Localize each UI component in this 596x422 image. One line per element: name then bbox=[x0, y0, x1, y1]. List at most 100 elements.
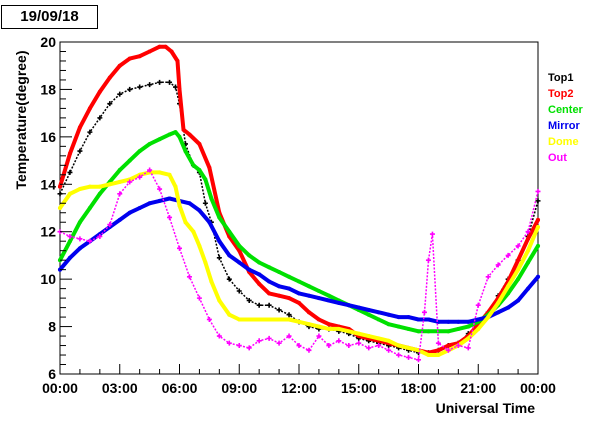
data-point bbox=[476, 326, 481, 331]
data-point bbox=[426, 317, 431, 322]
data-point bbox=[536, 217, 540, 222]
data-point bbox=[516, 267, 521, 272]
x-tick-label: 00:00 bbox=[42, 380, 78, 396]
y-tick-label: 14 bbox=[40, 176, 56, 192]
data-point bbox=[366, 312, 371, 317]
data-point bbox=[157, 186, 163, 192]
data-point bbox=[77, 236, 83, 242]
data-point bbox=[167, 214, 173, 220]
data-point bbox=[456, 326, 461, 331]
data-point bbox=[429, 231, 435, 237]
data-point bbox=[267, 291, 272, 296]
data-point bbox=[236, 288, 242, 294]
data-point bbox=[217, 298, 222, 303]
data-point bbox=[505, 252, 511, 258]
data-point bbox=[406, 345, 411, 350]
data-point bbox=[476, 317, 481, 322]
data-point bbox=[306, 322, 311, 327]
data-point bbox=[173, 84, 179, 90]
data-point bbox=[257, 317, 262, 322]
data-point bbox=[97, 115, 103, 121]
data-point bbox=[107, 222, 113, 228]
data-point bbox=[58, 206, 62, 210]
data-point bbox=[516, 277, 521, 282]
data-point bbox=[175, 58, 180, 63]
series-mirror bbox=[58, 196, 540, 324]
series-layer bbox=[57, 44, 541, 363]
data-point bbox=[485, 274, 491, 280]
data-point bbox=[466, 319, 471, 324]
data-point bbox=[475, 302, 481, 308]
data-point bbox=[287, 296, 292, 301]
data-point bbox=[336, 300, 341, 305]
data-point bbox=[67, 233, 73, 239]
data-point bbox=[257, 281, 262, 286]
legend-entry-center: Center bbox=[548, 104, 584, 116]
data-point bbox=[117, 91, 123, 97]
x-tick-label: 09:00 bbox=[221, 380, 257, 396]
data-point bbox=[246, 345, 252, 351]
data-point bbox=[209, 279, 214, 284]
data-point bbox=[157, 198, 162, 203]
data-point bbox=[326, 298, 331, 303]
data-point bbox=[446, 343, 451, 348]
data-point bbox=[506, 284, 511, 289]
data-point bbox=[137, 206, 142, 210]
data-point bbox=[386, 312, 391, 317]
y-tick-label: 6 bbox=[48, 366, 56, 382]
data-point bbox=[203, 177, 208, 182]
data-point bbox=[257, 260, 262, 265]
data-point bbox=[237, 248, 242, 253]
data-point bbox=[97, 233, 103, 239]
data-point bbox=[197, 141, 202, 146]
data-point bbox=[163, 44, 168, 49]
data-point bbox=[256, 302, 262, 308]
data-point bbox=[191, 163, 196, 168]
data-point bbox=[67, 151, 72, 156]
data-point bbox=[97, 89, 102, 94]
data-point bbox=[87, 184, 92, 189]
data-point bbox=[386, 322, 391, 327]
data-point bbox=[267, 317, 272, 322]
data-point bbox=[157, 79, 163, 85]
data-point bbox=[117, 179, 122, 184]
data-point bbox=[87, 129, 93, 135]
data-point bbox=[416, 317, 421, 322]
data-point bbox=[336, 326, 341, 331]
data-point bbox=[416, 329, 421, 334]
data-point bbox=[366, 345, 372, 351]
data-point bbox=[266, 302, 272, 308]
x-tick-label: 12:00 bbox=[281, 380, 317, 396]
data-point bbox=[426, 353, 431, 358]
data-point bbox=[346, 329, 351, 334]
data-point bbox=[226, 276, 232, 282]
data-point bbox=[396, 324, 401, 329]
data-point bbox=[436, 353, 441, 358]
data-point bbox=[396, 315, 401, 320]
data-point bbox=[107, 75, 112, 80]
data-point bbox=[326, 322, 331, 327]
data-point bbox=[187, 132, 192, 137]
data-point bbox=[226, 340, 232, 346]
data-point bbox=[287, 286, 292, 291]
data-point bbox=[456, 319, 461, 324]
data-point bbox=[376, 336, 381, 341]
series-out bbox=[57, 167, 541, 363]
data-point bbox=[535, 188, 541, 194]
data-point bbox=[495, 262, 501, 268]
x-tick-label: 21:00 bbox=[460, 380, 496, 396]
legend-entry-out: Out bbox=[548, 152, 567, 164]
legend: Top1 Top2 Center Mirror Dome Out bbox=[548, 72, 584, 164]
data-point bbox=[177, 203, 182, 208]
data-point bbox=[127, 86, 133, 92]
data-point bbox=[277, 270, 282, 275]
y-axis-label: Temperature(degree) bbox=[13, 50, 29, 189]
data-point bbox=[197, 208, 202, 213]
data-point bbox=[167, 79, 173, 85]
series-line-center bbox=[58, 130, 540, 334]
y-tick-label: 20 bbox=[40, 34, 56, 50]
data-point bbox=[421, 309, 427, 315]
data-point bbox=[486, 315, 491, 320]
data-point bbox=[177, 245, 182, 251]
data-point bbox=[526, 248, 531, 253]
